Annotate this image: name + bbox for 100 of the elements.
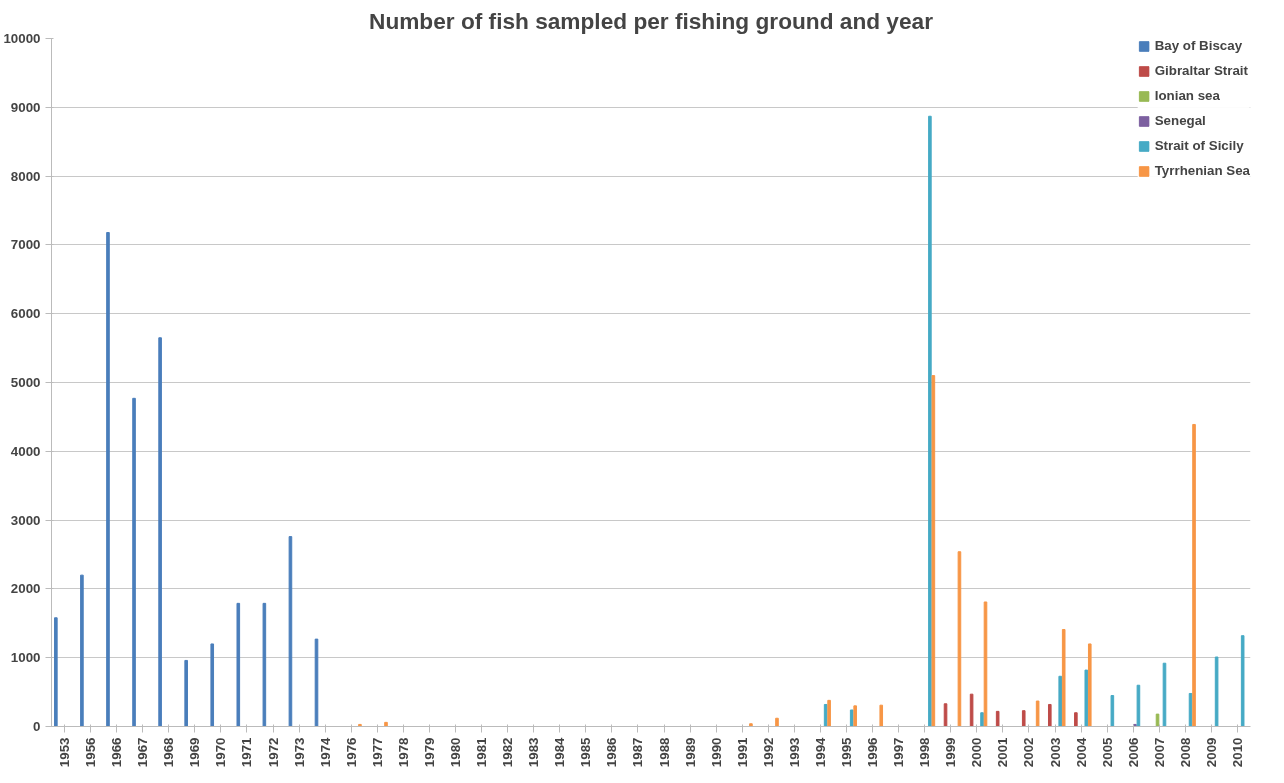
y-tick-label: 10000 [3, 31, 41, 46]
legend-label: Gibraltar Strait [1154, 63, 1249, 78]
x-tick-label: 2008 [1177, 737, 1193, 768]
bar [879, 704, 884, 727]
x-tick-label: 1990 [708, 737, 724, 768]
y-tick-label: 7000 [10, 237, 41, 253]
x-tick-label: 2000 [969, 737, 985, 768]
x-tick-label: 1985 [578, 736, 594, 768]
x-tick-label: 1998 [917, 737, 933, 768]
bar [158, 337, 162, 727]
bar [384, 721, 388, 727]
y-tick-label: 6000 [10, 306, 41, 322]
x-tick-label: 1953 [57, 737, 73, 768]
bar [262, 602, 267, 727]
bar [1061, 628, 1066, 727]
bar [1110, 695, 1115, 727]
x-tick-label: 1982 [500, 737, 516, 768]
bar [1084, 669, 1089, 727]
x-tick-label: 1993 [786, 737, 802, 768]
bar [132, 397, 136, 727]
bar [1192, 423, 1196, 727]
bar [931, 375, 936, 727]
bar [749, 723, 753, 727]
x-tick-label: 2002 [1021, 737, 1037, 768]
bar [827, 699, 831, 727]
bar [1087, 643, 1092, 727]
x-tick-label: 1972 [265, 737, 281, 768]
x-tick-label: 1995 [838, 736, 854, 768]
x-tick-label: 2006 [1125, 737, 1141, 768]
bar [980, 712, 984, 727]
legend-label: Tyrrhenian Sea [1154, 163, 1250, 178]
x-tick-label: 1966 [109, 737, 125, 768]
x-tick-label: 1969 [187, 737, 203, 768]
x-tick-label: 1971 [239, 736, 255, 768]
legend-label: Ionian sea [1154, 88, 1220, 103]
legend-label: Senegal [1154, 113, 1206, 128]
bar [106, 232, 110, 727]
x-tick-label: 1974 [317, 736, 333, 768]
x-tick-label: 2007 [1151, 737, 1167, 768]
bar [236, 602, 241, 727]
bar [1074, 712, 1078, 727]
bar [928, 115, 932, 727]
x-tick-label: 2001 [995, 736, 1011, 768]
bar [288, 536, 293, 727]
bar [1214, 656, 1219, 727]
legend-label: Bay of Biscay [1154, 38, 1243, 53]
x-tick-label: 1986 [604, 737, 620, 768]
x-tick-label: 1988 [656, 737, 672, 768]
x-tick-label: 1980 [448, 737, 464, 768]
x-tick-label: 1976 [343, 737, 359, 768]
y-tick-label: 9000 [10, 99, 41, 115]
x-tick-label: 2005 [1099, 736, 1115, 768]
y-tick-label: 8000 [10, 168, 41, 184]
x-tick-label: 1999 [943, 737, 959, 768]
bar [54, 617, 58, 727]
bar [1047, 703, 1052, 727]
y-tick-label: 1000 [10, 650, 41, 666]
y-tick-label: 2000 [10, 581, 41, 597]
x-tick-label: 1994 [812, 736, 828, 768]
x-tick-label: 1984 [552, 736, 568, 768]
x-tick-label: 2009 [1203, 737, 1219, 768]
bar [1021, 710, 1026, 727]
y-tick-label: 5000 [10, 375, 41, 390]
x-tick-label: 2010 [1229, 737, 1245, 768]
x-tick-label: 1996 [865, 737, 881, 768]
chart-title: Number of fish sampled per fishing ground and year [369, 7, 934, 34]
bar [775, 717, 779, 727]
bar [969, 693, 974, 727]
x-tick-label: 1989 [682, 737, 698, 768]
x-tick-label: 1983 [526, 737, 542, 768]
bar [80, 574, 84, 727]
x-tick-label: 2004 [1073, 736, 1089, 768]
x-tick-label: 1997 [891, 737, 907, 768]
x-tick-label: 1967 [135, 737, 151, 768]
x-tick-label: 1981 [474, 736, 490, 768]
y-tick-label: 0 [33, 719, 41, 734]
bar [1240, 635, 1245, 727]
x-tick-label: 1992 [760, 737, 776, 768]
bar [957, 551, 962, 727]
bar [1035, 700, 1040, 727]
bar [1058, 675, 1063, 727]
x-tick-label: 1956 [83, 737, 99, 768]
x-tick-label: 1991 [734, 736, 750, 768]
bar [210, 643, 215, 727]
bar [184, 659, 188, 727]
x-tick-label: 2003 [1047, 737, 1063, 768]
x-tick-label: 1968 [161, 737, 177, 768]
bar [1136, 684, 1141, 727]
legend-label: Strait of Sicily [1154, 138, 1244, 153]
x-tick-label: 1973 [291, 737, 307, 768]
y-tick-label: 3000 [10, 512, 41, 528]
x-tick-label: 1978 [395, 737, 411, 768]
x-tick-label: 1970 [213, 737, 229, 768]
x-tick-label: 1979 [421, 737, 437, 768]
bar [853, 705, 857, 727]
bar [995, 710, 1000, 727]
x-tick-label: 1987 [630, 737, 646, 768]
y-tick-label: 4000 [10, 443, 41, 459]
bar [358, 723, 362, 727]
x-tick-label: 1977 [369, 737, 385, 768]
